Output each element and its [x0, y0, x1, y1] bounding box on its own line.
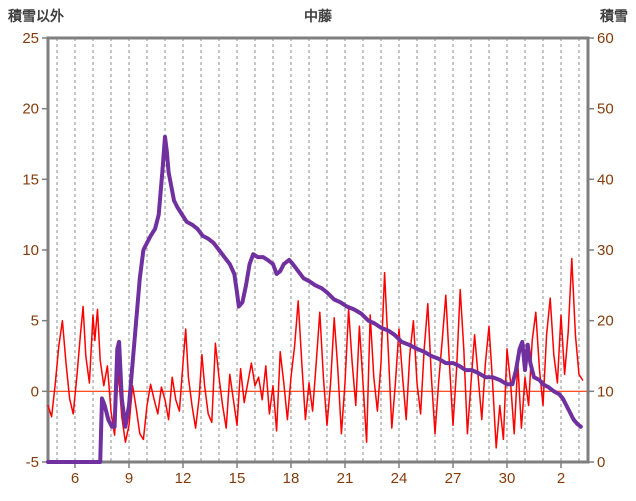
left-axis-title: 積雪以外 [8, 8, 64, 24]
right-axis-tick-label: 10 [597, 383, 614, 400]
x-axis-tick-label: 24 [391, 470, 408, 487]
right-axis-tick-label: 40 [597, 171, 614, 188]
right-axis-tick-label: 30 [597, 242, 614, 259]
right-axis-tick-label: 60 [597, 30, 614, 47]
left-axis-tick-label: 25 [22, 30, 39, 47]
left-axis-tick-label: 15 [22, 171, 39, 188]
right-axis-tick-label: 20 [597, 313, 614, 330]
right-axis-tick-label: 0 [597, 454, 605, 471]
left-axis-tick-label: -5 [26, 454, 39, 471]
x-axis-tick-label: 18 [283, 470, 300, 487]
left-axis-tick-label: 0 [31, 383, 39, 400]
x-axis-tick-label: 6 [71, 470, 79, 487]
right-axis-tick-label: 50 [597, 101, 614, 118]
left-axis-tick-label: 20 [22, 101, 39, 118]
x-axis-tick-label: 12 [175, 470, 192, 487]
left-axis-tick-label: 10 [22, 242, 39, 259]
left-axis-tick-label: 5 [31, 313, 39, 330]
chart-title: 中藤 [304, 8, 332, 24]
right-axis-title: 積雪 [600, 8, 628, 24]
x-axis-tick-label: 21 [337, 470, 354, 487]
x-axis-tick-label: 2 [557, 470, 565, 487]
series-snow-depth-line [46, 134, 583, 464]
x-axis-tick-label: 9 [125, 470, 133, 487]
x-axis-tick-label: 27 [445, 470, 462, 487]
series-other-than-snow-line [47, 257, 584, 449]
x-axis-tick-label: 15 [229, 470, 246, 487]
x-axis-tick-label: 30 [499, 470, 516, 487]
